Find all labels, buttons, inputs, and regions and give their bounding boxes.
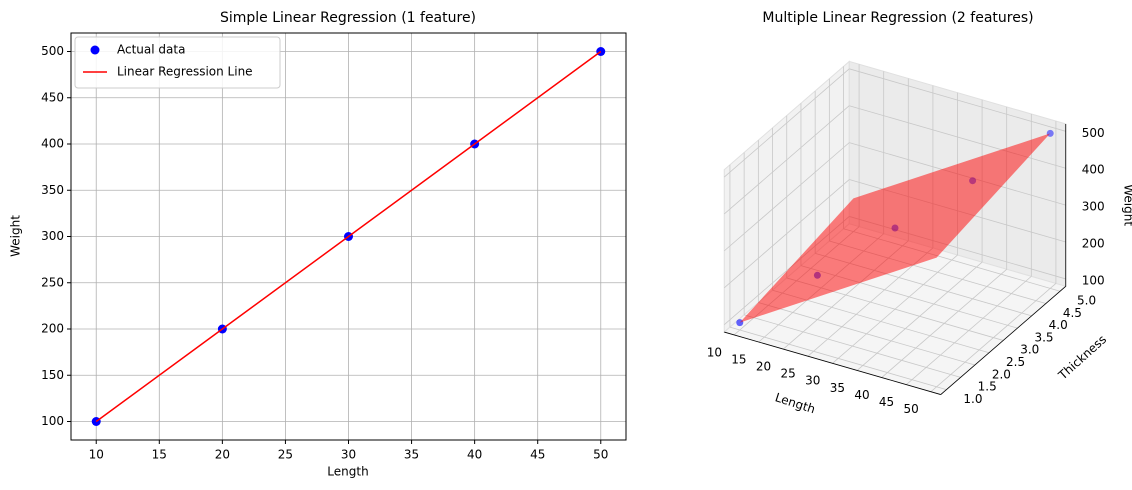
x-axis-label: Length [327, 465, 368, 479]
legend-box [74, 36, 281, 89]
x-axis-label: Length [773, 390, 817, 416]
z-tick-label: 400 [1082, 163, 1105, 177]
z-tick-label: 200 [1082, 237, 1105, 251]
x-tick-label: 50 [593, 448, 608, 462]
z-axis-label: Weight [1121, 184, 1132, 226]
x-tick-label: 35 [830, 381, 845, 395]
grid-line [723, 68, 850, 178]
axis-line [724, 331, 941, 395]
y-tick-label: 450 [41, 90, 64, 104]
x-tick-label: 50 [904, 402, 919, 416]
chart-title: Simple Linear Regression (1 feature) [220, 10, 476, 26]
x-tick-label: 35 [404, 448, 419, 462]
plot-frame [70, 32, 627, 441]
x-tick-label: 10 [707, 345, 722, 359]
y-tick-label: 1.5 [978, 380, 997, 394]
y-tick-label: 3.5 [1034, 330, 1053, 344]
legend-label: Linear Regression Line [117, 65, 253, 79]
x-tick-label: 30 [805, 374, 820, 388]
legend-label: Actual data [117, 43, 185, 57]
y-tick-label: 5.0 [1077, 293, 1096, 307]
x-tick-label: 20 [215, 448, 230, 462]
grid-line [849, 68, 1066, 132]
y-tick-label: 300 [41, 229, 64, 243]
grid-line [772, 289, 990, 354]
chart-title: Multiple Linear Regression (2 features) [762, 10, 1033, 26]
x-tick-label: 45 [530, 448, 545, 462]
y-tick-label: 100 [41, 414, 64, 428]
y-tick-label: 200 [41, 322, 64, 336]
regression-line [95, 50, 602, 423]
grid-line [723, 105, 850, 215]
grid-line [723, 142, 850, 252]
y-axis-label: Weight [9, 215, 23, 257]
y-tick-label: 150 [41, 368, 64, 382]
legend-marker [90, 45, 100, 55]
y-tick-label: 350 [41, 183, 64, 197]
z-tick-label: 300 [1082, 200, 1105, 214]
y-tick-label: 2.0 [992, 367, 1011, 381]
x-tick-label: 40 [467, 448, 482, 462]
x-tick-label: 45 [879, 395, 894, 409]
x-tick-label: 25 [278, 448, 293, 462]
y-tick-label: 400 [41, 137, 64, 151]
y-tick-label: 3.0 [1020, 343, 1039, 357]
x-tick-label: 15 [731, 352, 746, 366]
regression-plane [739, 133, 1051, 323]
y-axis-label: Thickness [1055, 332, 1109, 383]
y-tick-label: 250 [41, 275, 64, 289]
x-tick-label: 25 [781, 367, 796, 381]
x-tick-label: 40 [854, 388, 869, 402]
x-tick-label: 10 [89, 448, 104, 462]
grid-line [744, 314, 961, 378]
y-tick-label: 500 [41, 44, 64, 58]
y-tick-label: 2.5 [1006, 355, 1025, 369]
y-tick-label: 4.0 [1049, 318, 1068, 332]
x-tick-label: 15 [152, 448, 167, 462]
z-tick-label: 100 [1082, 273, 1105, 287]
x-tick-label: 30 [341, 448, 356, 462]
grid-line [758, 302, 975, 366]
z-tick-label: 500 [1082, 126, 1105, 140]
grid-line [849, 105, 1066, 169]
y-tick-label: 1.0 [963, 392, 982, 406]
y-tick-label: 4.5 [1063, 306, 1082, 320]
axis-line [940, 286, 1067, 395]
x-tick-label: 20 [756, 360, 771, 374]
grid-line [723, 179, 850, 289]
grid-line [729, 326, 947, 391]
